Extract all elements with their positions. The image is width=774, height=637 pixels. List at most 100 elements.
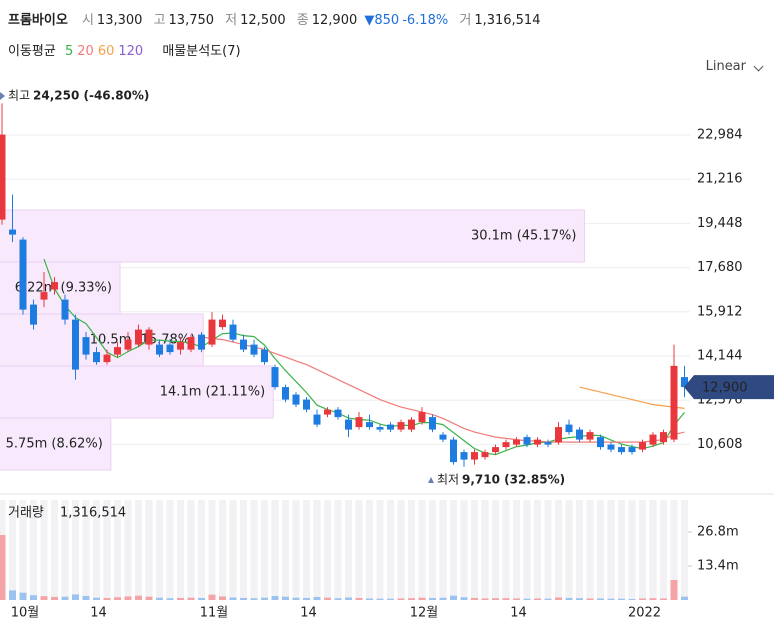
ma-legend-item[interactable]: 60 [97,44,115,59]
candle-body [460,452,468,460]
volume-tick-label: 13.4m [697,558,739,573]
volume-column-bg [103,500,111,600]
volume-bar [0,535,6,600]
volume-bar [156,597,163,600]
volume-bar [229,597,237,600]
low-label: 저 [225,13,238,28]
candle-body [114,347,121,355]
volume-column-bg [345,500,352,600]
candle-body [607,444,615,450]
low-value: 12,500 [240,13,286,28]
volume-column-bg [660,500,667,600]
candle-body [544,442,552,445]
volume-bar [513,598,520,600]
volume-bar [607,598,615,600]
volume-column-bg [376,500,384,600]
candle-body [681,377,688,388]
volume-bar [313,596,321,600]
volume-column-bg [628,500,636,600]
volume-bar [565,597,573,600]
volume-bar [376,598,384,600]
volume-bar [324,597,331,600]
ma-legend-item[interactable]: 120 [118,44,144,59]
change-pct: -6.18% [402,13,449,28]
x-tick-label: 14 [90,606,107,621]
volume-bar [681,596,688,600]
volume-title: 거래량 [8,506,44,521]
max-label: 최고 [8,89,30,103]
candle-body [481,452,489,458]
candle-body [639,442,646,450]
candle-body [586,432,594,440]
scale-mode[interactable]: Linear [705,59,746,74]
volume-bar [450,595,457,600]
volume-bar [460,597,468,600]
candle-body [292,394,300,405]
ma-legend: 5 20 60 120 [65,44,147,59]
price-tag-text: 12,900 [702,381,748,396]
volume-bar [355,597,363,600]
volume-column-bg [670,500,678,600]
volume-column-bg [40,500,48,600]
profile-label[interactable]: 매물분석도(7) [162,44,241,59]
y-tick-label: 15,912 [697,304,743,319]
candle-body [261,349,268,363]
volume-bar [418,597,426,600]
candle-body [534,439,541,445]
volume-bar [250,598,258,600]
volume-column-bg [544,500,552,600]
candle-body [649,434,657,445]
volume-column-bg [282,500,289,600]
candle-body [324,409,331,415]
close-value: 12,900 [311,13,358,28]
candle-body [303,399,310,410]
volume-bar [639,598,646,600]
candle-body [345,419,352,430]
volume-bar [124,596,132,600]
candle-body [135,329,142,345]
volume-value: 1,316,514 [474,13,541,28]
volume-column-bg [460,500,468,600]
y-tick-label: 14,144 [697,349,743,364]
ma-label[interactable]: 이동평균 [8,44,56,59]
volume-column-bg [502,500,510,600]
profile-label: 14.1m (21.11%) [160,385,265,400]
max-icon [0,92,5,100]
volume-column-bg [513,500,520,600]
volume-column-bg [114,500,121,600]
volume-bar [628,598,636,600]
volume-column-bg [261,500,268,600]
volume-column-bg [219,500,226,600]
volume-bar [334,598,342,600]
volume-column-bg [229,500,237,600]
volume-column-bg [313,500,321,600]
x-tick-label: 2022 [628,606,661,621]
candle-body [229,324,237,340]
candle-body [397,422,405,430]
volume-bar [166,598,174,600]
candle-body [124,339,132,350]
volume-column-bg [334,500,342,600]
candle-body [471,452,478,460]
candle-body [450,439,457,463]
volume-column-bg [30,500,37,600]
volume-bar [660,598,667,600]
candle-body [670,365,678,440]
volume-column-bg [135,500,142,600]
profile-label: 30.1m (45.17%) [471,229,576,244]
volume-column-bg [208,500,216,600]
volume-bar [429,597,436,600]
candle-body [208,319,216,345]
ma-legend-item[interactable]: 20 [77,44,94,59]
open-label: 시 [81,13,94,28]
volume-column-bg [597,500,604,600]
volume-bar [366,598,373,600]
ma-legend-item[interactable]: 5 [64,44,74,59]
x-tick-label: 12월 [410,606,439,621]
volume-bar [261,597,268,600]
volume-bar [240,597,247,600]
volume-bar [345,597,352,600]
candle-body [408,419,415,430]
volume-title-value: 1,316,514 [60,506,126,521]
